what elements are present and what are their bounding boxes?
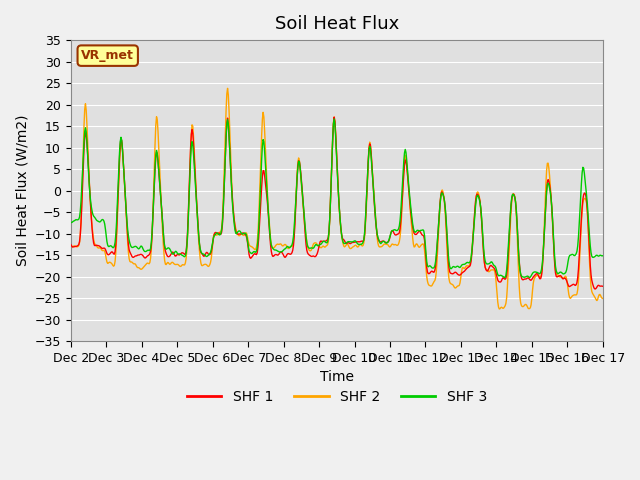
SHF 3	[76, 209, 84, 215]
SHF 1	[599, 283, 607, 289]
SHF 3	[185, 194, 193, 200]
Title: Soil Heat Flux: Soil Heat Flux	[275, 15, 399, 33]
SHF 1	[402, 158, 410, 164]
SHF 2	[418, 242, 426, 248]
SHF 3	[131, 243, 139, 249]
Text: VR_met: VR_met	[81, 49, 134, 62]
X-axis label: Time: Time	[320, 370, 354, 384]
SHF 2	[213, 232, 221, 238]
Y-axis label: Soil Heat Flux (W/m2): Soil Heat Flux (W/m2)	[15, 115, 29, 266]
Line: SHF 1: SHF 1	[70, 117, 603, 289]
SHF 2	[224, 85, 232, 91]
SHF 1	[330, 114, 338, 120]
SHF 3	[599, 253, 607, 259]
SHF 1	[185, 188, 193, 193]
SHF 1	[213, 230, 221, 236]
SHF 2	[495, 306, 503, 312]
SHF 3	[418, 228, 426, 233]
SHF 2	[402, 155, 410, 160]
SHF 2	[67, 246, 74, 252]
SHF 3	[213, 230, 221, 236]
SHF 3	[402, 150, 410, 156]
SHF 3	[500, 275, 508, 280]
Line: SHF 2: SHF 2	[70, 88, 603, 309]
SHF 2	[599, 296, 607, 301]
SHF 2	[76, 232, 84, 238]
SHF 1	[76, 232, 84, 238]
SHF 1	[418, 231, 426, 237]
SHF 1	[67, 241, 74, 247]
SHF 1	[591, 286, 599, 292]
Legend: SHF 1, SHF 2, SHF 3: SHF 1, SHF 2, SHF 3	[181, 384, 492, 409]
SHF 2	[131, 261, 139, 267]
SHF 3	[330, 116, 338, 122]
SHF 3	[67, 219, 74, 225]
SHF 1	[131, 253, 139, 259]
SHF 2	[185, 192, 193, 197]
Line: SHF 3: SHF 3	[70, 119, 603, 277]
